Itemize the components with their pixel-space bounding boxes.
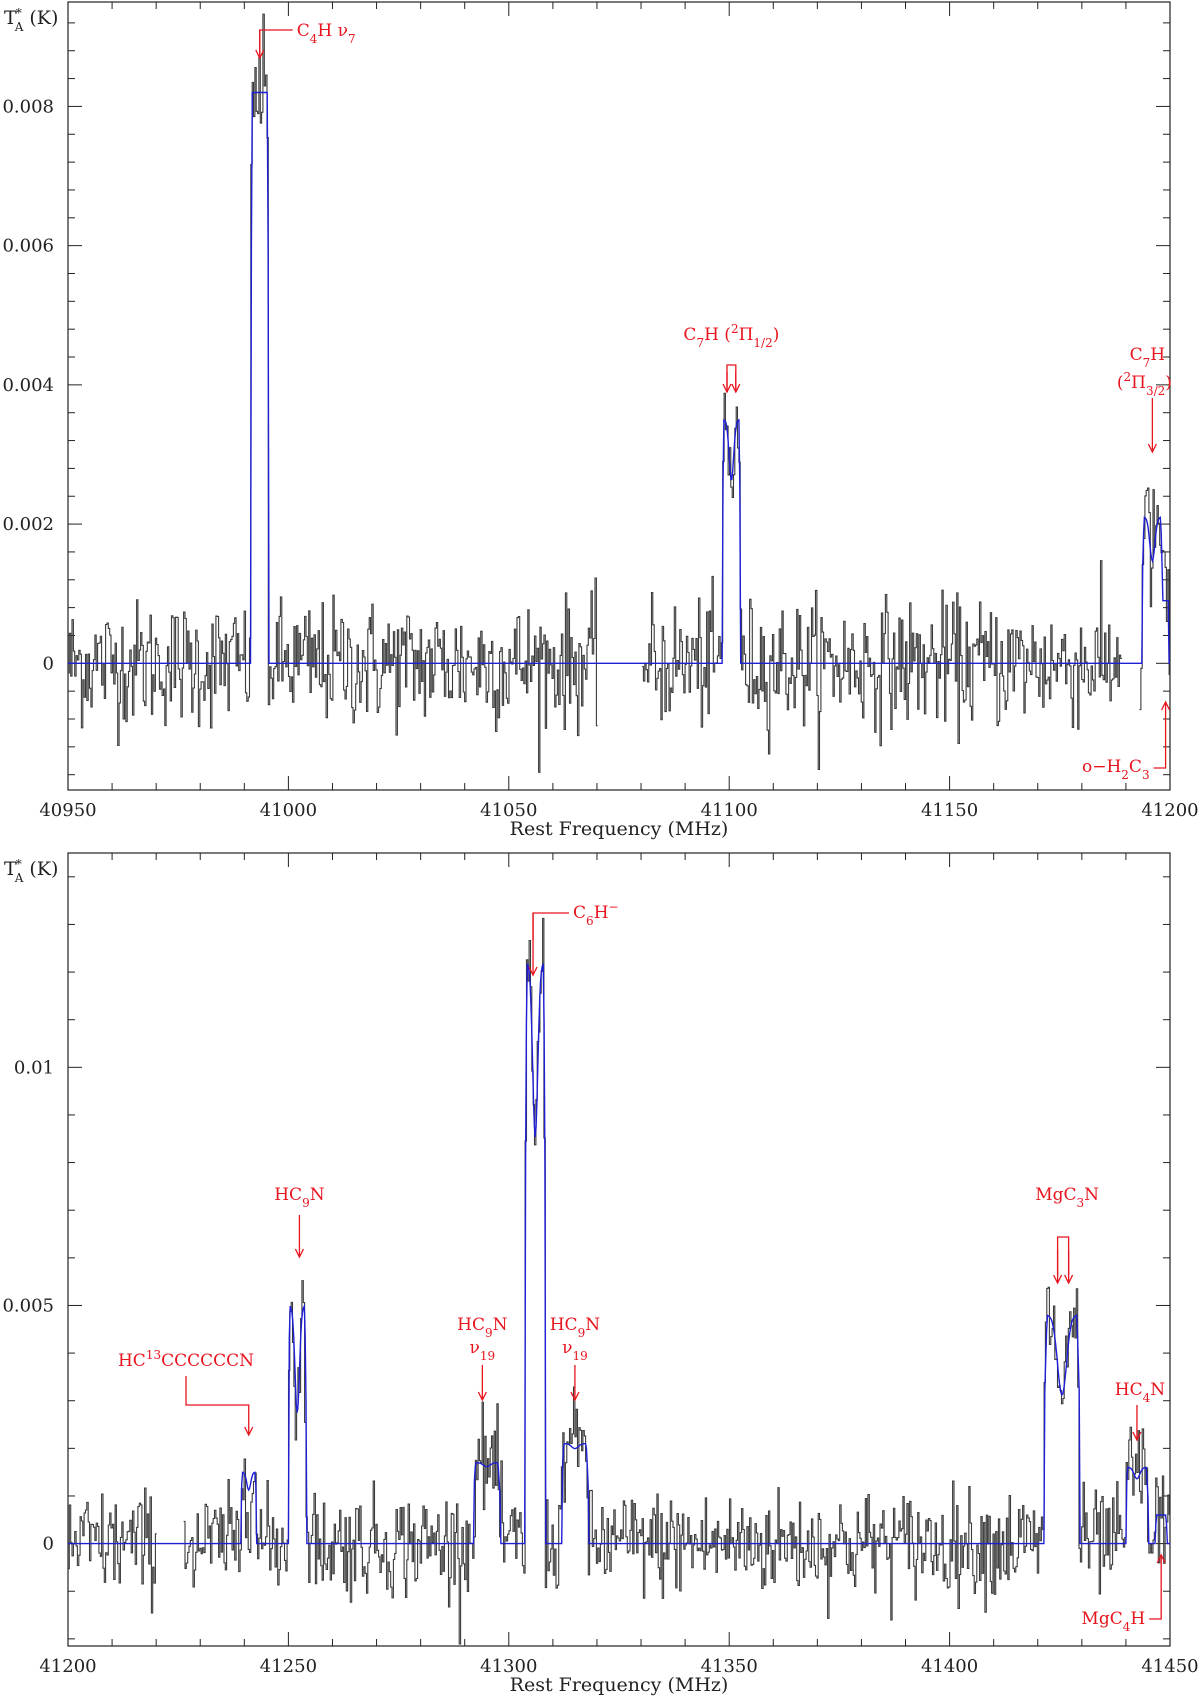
annotation-arrowhead [1147, 443, 1157, 454]
x-tick-label: 41300 [480, 1656, 537, 1677]
x-tick-label: 41450 [1141, 1656, 1198, 1677]
y-axis-label: T* A (K) [4, 857, 58, 885]
x-tick-label: 40950 [39, 800, 96, 821]
annotation-text: HC13CCCCCCN [118, 1348, 254, 1371]
annotation-text: HC4N [1115, 1380, 1165, 1405]
annotation-text: C7H (2Π1/2) [683, 322, 779, 350]
label-c6hm: C6H− [528, 900, 619, 977]
x-tick-label: 41400 [921, 1656, 978, 1677]
panel-top: 40950 41000 41050 41100 41150 41200 0 0.002 0.00… [2, 1, 1199, 840]
annotation-arrowhead [477, 1391, 487, 1402]
y-tick-label: 0 [43, 1534, 54, 1555]
panel-bottom: 41200 41250 41300 41350 41400 41450 0 0.005 0.01… [2, 852, 1199, 1696]
label-c4h: C4H ν7 [255, 21, 356, 60]
x-tick-label: 41250 [260, 1656, 317, 1677]
annotation-text: ν19 [470, 1338, 496, 1363]
annotation-text: HC9N [457, 1315, 507, 1340]
annotation-arrowhead [1156, 1553, 1166, 1564]
observed-spectrum [68, 13, 1171, 773]
annotation-arrowhead [731, 383, 741, 394]
label-mgc3n: MgC3N [1035, 1185, 1099, 1285]
x-axis-label: Rest Frequency (MHz) [510, 818, 729, 840]
label-c7h-3half: C7H(2Π3/2) [1117, 345, 1172, 454]
annotation-leader [185, 1376, 250, 1435]
annotation-arrowhead [570, 1391, 580, 1402]
label-c7h-half: C7H (2Π1/2) [683, 322, 779, 394]
annotation-arrowhead [528, 966, 538, 977]
plot-frame [67, 852, 1171, 1647]
annotation-leader [532, 912, 570, 940]
plot-frame [67, 1, 1171, 791]
annotation-text: HC9N [550, 1315, 600, 1340]
y-tick-label: 0.006 [2, 236, 54, 257]
y-axis-label: T* A (K) [4, 6, 58, 34]
y-tick-label: 0.01 [14, 1057, 54, 1078]
x-tick-label: 41000 [260, 800, 317, 821]
label-mgc4h: MgC4H [1081, 1553, 1166, 1634]
annotation-leader [1153, 702, 1167, 769]
annotation-bracket [1056, 1236, 1070, 1275]
model-fit [68, 91, 1170, 664]
annotation-text: C6H− [573, 900, 619, 928]
label-h2c3: o−H2C3 [1082, 700, 1171, 782]
label-hc4n: HC4N [1115, 1380, 1165, 1442]
label-hc13: HC13CCCCCCN [118, 1348, 254, 1437]
annotation-arrowhead [1161, 700, 1171, 711]
annotation-arrowhead [294, 1248, 305, 1259]
annotation-text: (2Π3/2) [1117, 370, 1172, 398]
annotation-arrowhead [1064, 1274, 1074, 1285]
annotation-text: MgC3N [1035, 1185, 1099, 1210]
annotation-text: MgC4H [1081, 1609, 1145, 1634]
annotation-text: C7H [1130, 345, 1165, 370]
y-tick-label: 0.004 [2, 375, 54, 396]
x-tick-label: 41100 [701, 800, 758, 821]
label-hc9n: HC9N [274, 1185, 325, 1259]
x-tick-label: 41050 [480, 800, 537, 821]
x-axis-label: Rest Frequency (MHz) [510, 1674, 729, 1696]
annotation-arrowhead [1132, 1431, 1142, 1442]
annotation-text: o−H2C3 [1082, 757, 1150, 782]
annotation-arrowhead [244, 1426, 254, 1437]
annotation-leader [1149, 1555, 1162, 1620]
observed-spectrum [68, 917, 1171, 1645]
annotation-arrowhead [1053, 1274, 1063, 1285]
annotation-text: HC9N [274, 1185, 324, 1210]
x-tick-label: 41350 [701, 1656, 758, 1677]
annotation-text: ν19 [562, 1338, 588, 1363]
x-tick-label: 41200 [1141, 800, 1198, 821]
annotation-text: C4H ν7 [297, 21, 356, 46]
y-tick-label: 0 [43, 653, 54, 674]
model-fit [68, 963, 1170, 1545]
y-tick-label: 0.005 [2, 1295, 54, 1316]
y-tick-label: 0.008 [2, 96, 54, 117]
x-tick-label: 41150 [921, 800, 978, 821]
x-tick-label: 41200 [39, 1656, 96, 1677]
y-tick-label: 0.002 [2, 514, 54, 535]
annotation-arrowhead [722, 383, 732, 394]
annotation-arrowhead [255, 49, 265, 60]
